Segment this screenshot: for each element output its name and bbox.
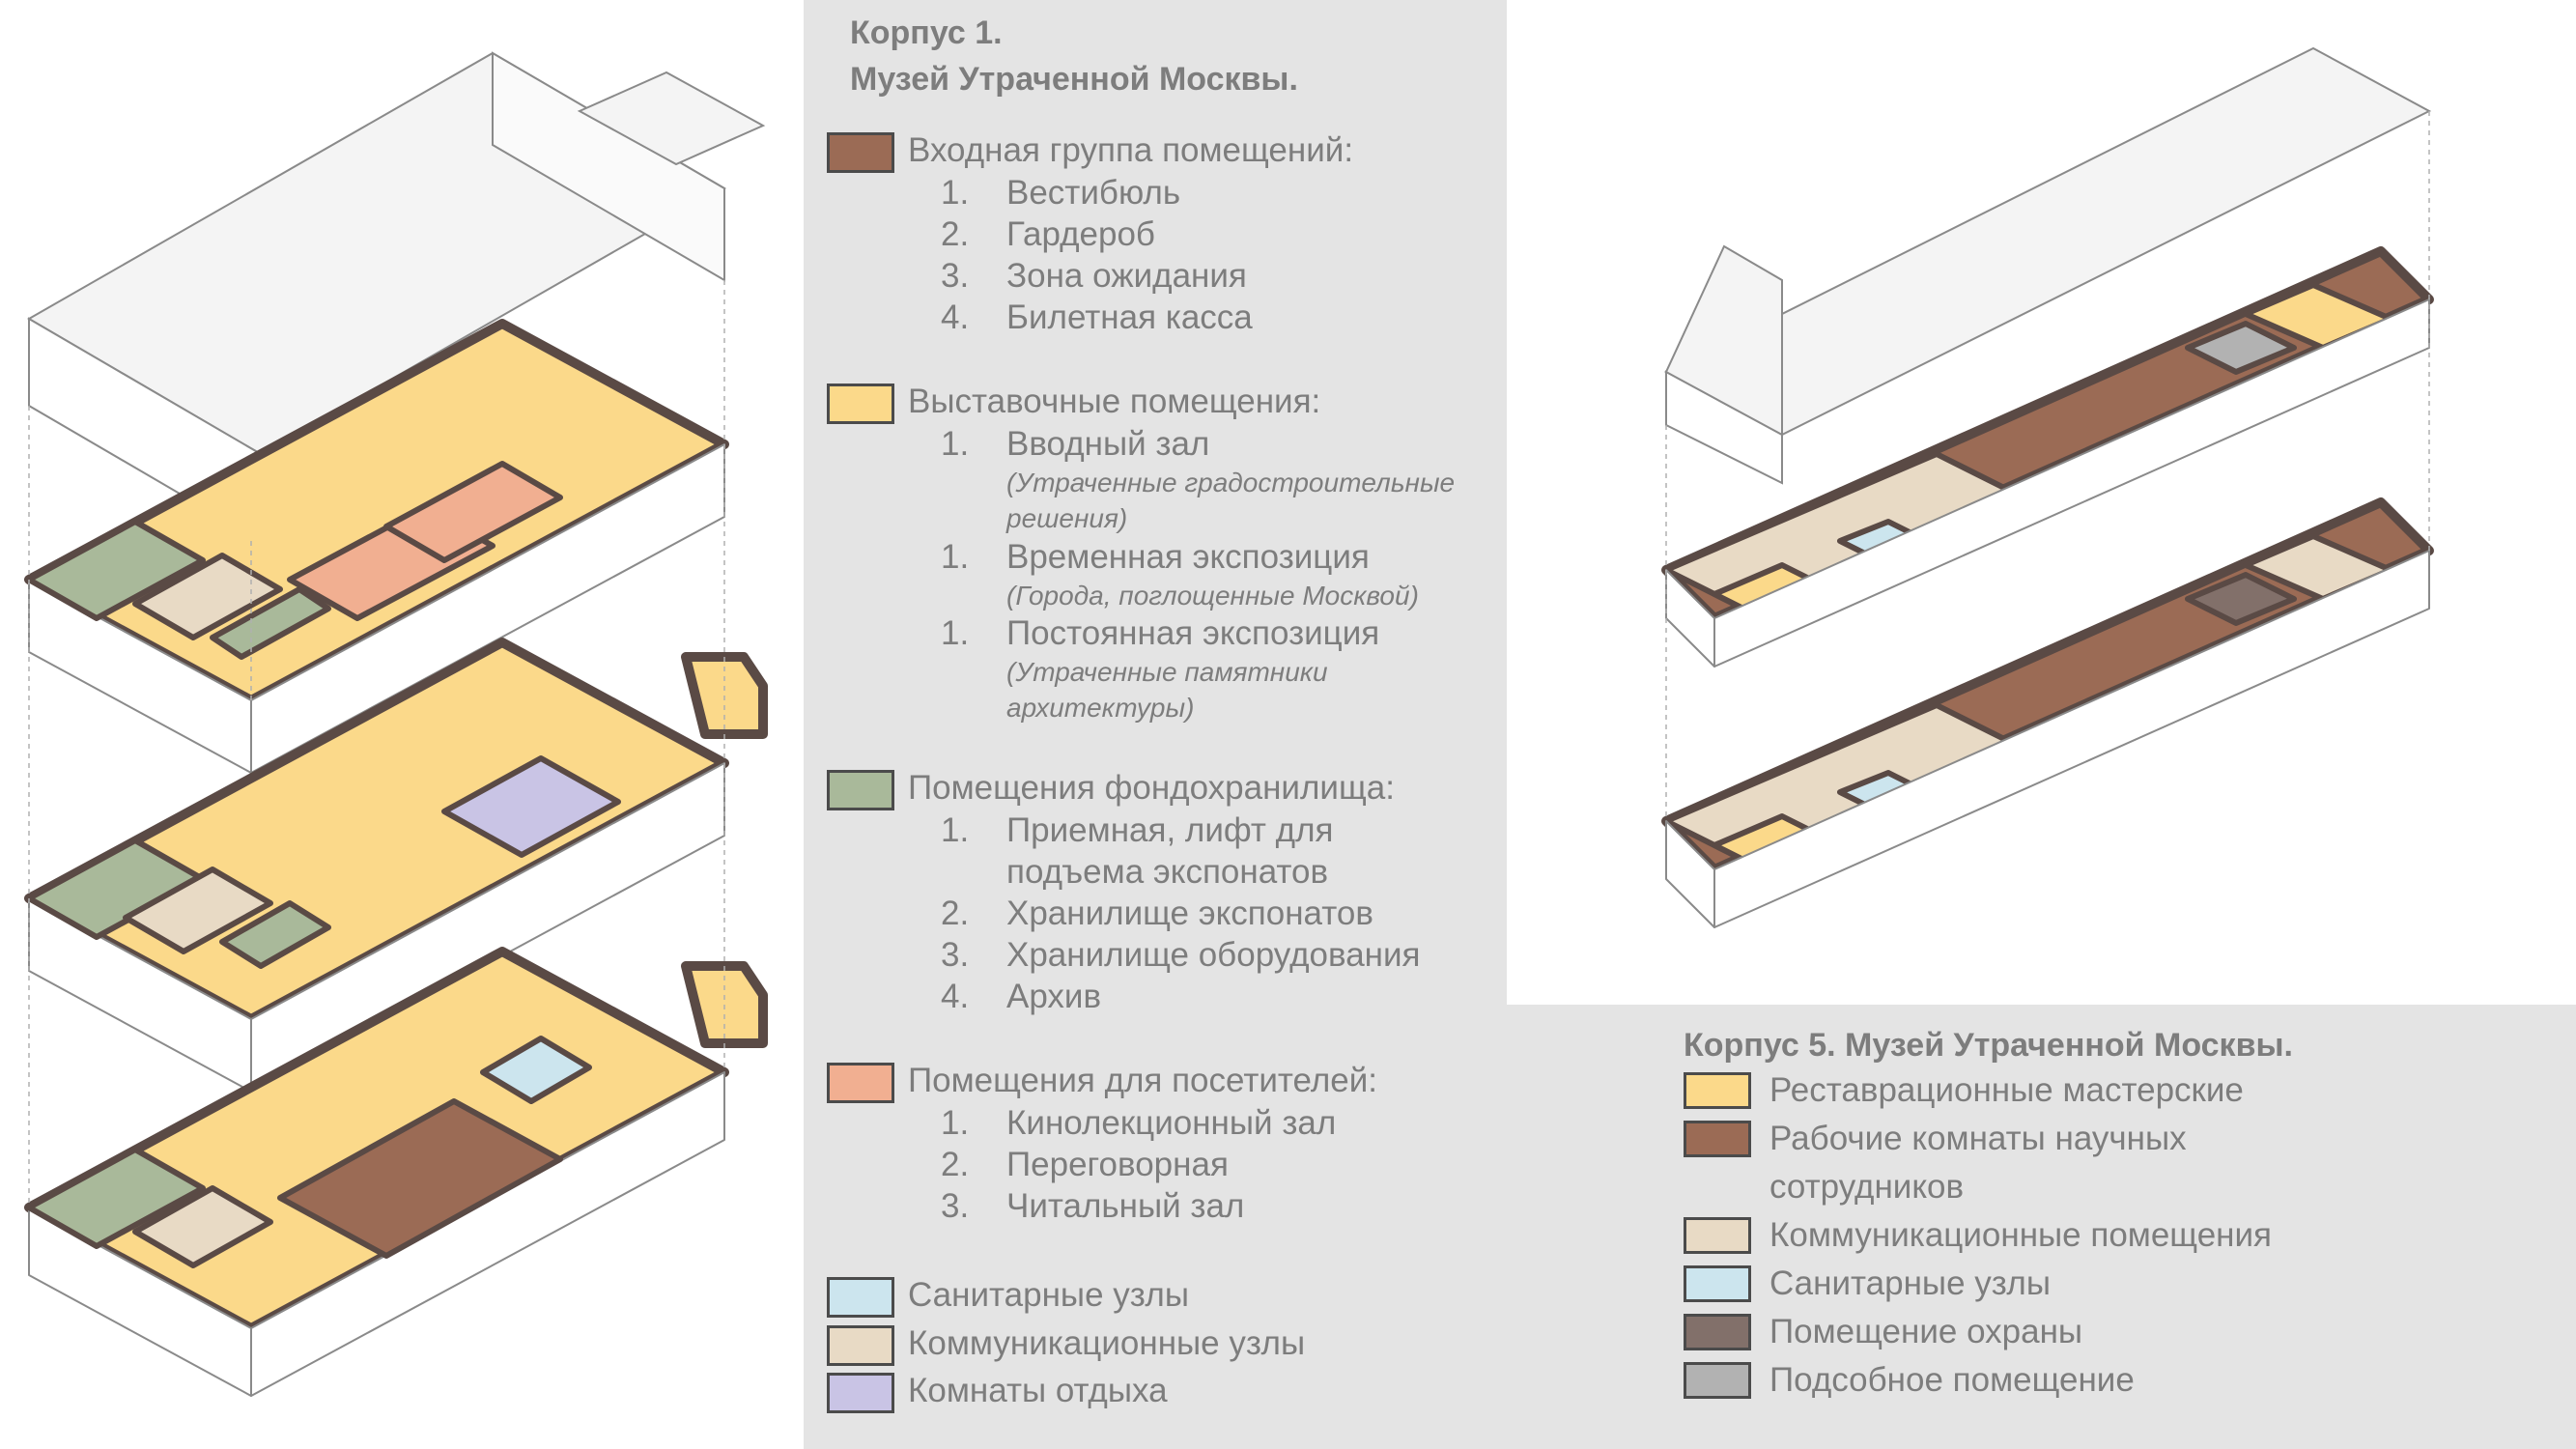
list-item: Временная экспозиция — [1006, 538, 1370, 576]
guide-lines-1 — [28, 280, 725, 1208]
list-item: Приемная, лифт для — [1006, 811, 1334, 849]
floor-3 — [24, 319, 729, 774]
legend-label-sanitary: Санитарные узлы — [908, 1276, 1189, 1314]
list-number: 1. — [941, 425, 970, 463]
legend-label-rest: Комнаты отдыха — [908, 1372, 1168, 1409]
list-item: Хранилище экспонатов — [1006, 895, 1373, 932]
list-item: Билетная касса — [1006, 298, 1253, 336]
list-number: 4. — [941, 978, 970, 1015]
legend-label-visitors: Помещения для посетителей: — [908, 1062, 1378, 1099]
list-item: Вестибюль — [1006, 174, 1181, 212]
list-item: Постоянная экспозиция — [1006, 614, 1380, 652]
list-number: 1. — [941, 174, 970, 212]
floor-5-upper — [1661, 246, 2434, 668]
list-number: 1. — [941, 538, 970, 576]
list-item: Архив — [1006, 978, 1102, 1015]
swatch-guard — [1684, 1314, 1751, 1350]
swatch-visitors — [827, 1063, 894, 1103]
guide-lines-5 — [1665, 111, 2430, 821]
swatch-sanitary-5 — [1684, 1265, 1751, 1302]
swatch-utility — [1684, 1362, 1751, 1399]
floor-5-lower — [1661, 497, 2434, 928]
list-number: 1. — [941, 811, 970, 849]
legend-label-entrance: Входная группа помещений: — [908, 131, 1354, 169]
list-item: Зона ожидания — [1006, 257, 1247, 295]
list-number: 1. — [941, 614, 970, 652]
building-5-axonometric — [1661, 46, 2434, 928]
list-item-note: решения) — [1006, 503, 1128, 533]
legend-label-communication-5: Коммуникационные помещения — [1769, 1216, 2273, 1254]
list-item-note: архитектуры) — [1006, 693, 1195, 723]
swatch-rest — [827, 1373, 894, 1413]
list-item: Кинолекционный зал — [1006, 1104, 1337, 1142]
swatch-communication — [827, 1325, 894, 1366]
list-item-note: (Утраченные градостроительные — [1006, 468, 1456, 497]
swatch-sanitary — [827, 1277, 894, 1318]
list-item: Читальный зал — [1006, 1187, 1245, 1225]
list-number: 3. — [941, 936, 970, 974]
roof-1 — [27, 51, 766, 543]
legend-panel-building-5: Корпус 5. Музей Утраченной Москвы. Реста… — [1507, 1005, 2576, 1449]
roof-5 — [1663, 46, 2432, 485]
swatch-communication-5 — [1684, 1217, 1751, 1254]
list-number: 2. — [941, 895, 970, 932]
legend-label-restoration: Реставрационные мастерские — [1769, 1071, 2244, 1109]
legend-title-line-1: Корпус 1. — [850, 14, 1003, 51]
legend-label-exhibition: Выставочные помещения: — [908, 383, 1321, 420]
swatch-research — [1684, 1121, 1751, 1157]
swatch-entrance — [827, 132, 894, 173]
list-number: 2. — [941, 215, 970, 253]
legend-title-line-2: Музей Утраченной Москвы. — [850, 61, 1298, 98]
floor-2 — [24, 638, 768, 1093]
list-item: подъема экспонатов — [1006, 853, 1329, 891]
legend-label-utility: Подсобное помещение — [1769, 1361, 2135, 1399]
legend-label-sanitary-5: Санитарные узлы — [1769, 1264, 2051, 1302]
legend-label-research: Рабочие комнаты научных — [1769, 1120, 2187, 1157]
list-number: 3. — [941, 1187, 970, 1225]
list-number: 4. — [941, 298, 970, 336]
swatch-exhibition — [827, 384, 894, 424]
list-item: Хранилище оборудования — [1006, 936, 1421, 974]
list-item: Гардероб — [1006, 215, 1155, 253]
list-item-note: (Утраченные памятники — [1006, 657, 1328, 687]
legend-label-guard: Помещение охраны — [1769, 1313, 2083, 1350]
list-number: 1. — [941, 1104, 970, 1142]
list-number: 2. — [941, 1146, 970, 1183]
legend-label-research-line-2: сотрудников — [1769, 1168, 1965, 1206]
list-item-note: (Города, поглощенные Москвой) — [1006, 581, 1419, 611]
legend-label-storage: Помещения фондохранилища: — [908, 769, 1395, 807]
swatch-restoration — [1684, 1072, 1751, 1109]
list-item: Вводный зал — [1006, 425, 1210, 463]
list-number: 3. — [941, 257, 970, 295]
legend-label-communication: Коммуникационные узлы — [908, 1324, 1306, 1362]
legend-panel-building-1: Корпус 1. Музей Утраченной Москвы. Входн… — [804, 0, 1507, 1449]
legend-title-building-5: Корпус 5. Музей Утраченной Москвы. — [1684, 1027, 2293, 1064]
building-1-axonometric — [24, 51, 768, 1397]
floor-1 — [24, 947, 768, 1397]
swatch-storage — [827, 770, 894, 810]
list-item: Переговорная — [1006, 1146, 1229, 1183]
